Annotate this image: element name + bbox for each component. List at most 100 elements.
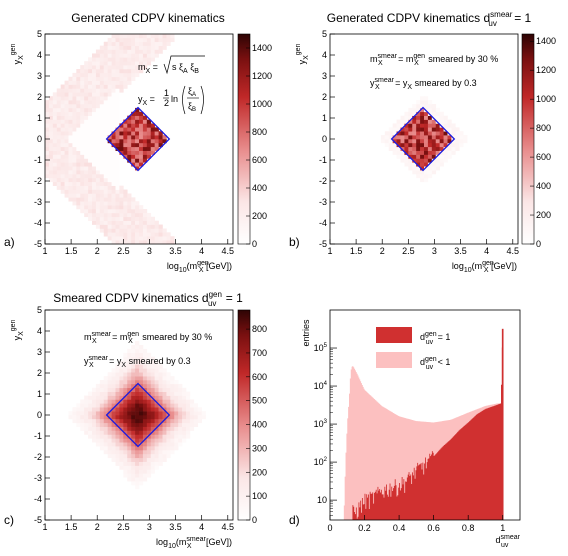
heatmap-cell [392,146,397,151]
heatmap-cell [88,411,93,416]
heatmap-cell [92,100,97,105]
heatmap-cell [88,135,93,140]
heatmap-cell [84,135,89,140]
panel-b-ann-rapidity: ysmear X = yX smeared by 0.3 [370,77,477,91]
heatmap-cell [154,411,159,416]
heatmap-cell [170,383,175,389]
heatmap-cell [107,107,112,113]
heatmap-cell [424,174,429,179]
heatmap-cell [115,438,120,443]
heatmap-cell [95,220,101,225]
y-tick-label: 2 [322,92,327,102]
heatmap-cell [123,135,128,140]
heatmap-cell [139,69,144,74]
heatmap-cell [56,170,61,175]
panel-c-ann-rapidity: ysmear X = yX smeared by 0.3 [84,355,191,369]
heatmap-cell [84,150,89,155]
heatmap-cell [139,469,144,474]
heatmap-cell [95,415,101,420]
heatmap-cell [72,131,77,136]
heatmap-cell [88,111,93,116]
heatmap-cell [111,426,116,431]
heatmap-cell [142,150,148,155]
heatmap-cell [146,418,152,424]
heatmap-cell [72,189,77,194]
heatmap-cell [427,107,433,113]
heatmap-cell [146,216,152,221]
heatmap-cell [424,162,429,167]
colorbar-tick-label: 200 [536,210,551,220]
heatmap-cell [111,57,116,62]
heatmap-cell [103,418,108,424]
heatmap-cell [95,72,101,78]
heatmap-cell [95,107,101,113]
heatmap-cell [412,146,417,151]
heatmap-cell [388,139,393,144]
heatmap-cell [142,368,148,373]
heatmap-cell [455,135,460,140]
heatmap-cell [56,150,61,155]
heatmap-cell [115,383,120,389]
heatmap-cell [447,127,452,132]
heatmap-cell [174,403,179,408]
heatmap-cell [201,411,206,416]
heatmap-cell [119,442,124,447]
heatmap-cell [84,69,89,74]
heatmap-cell [146,403,152,408]
heatmap-cell [189,411,195,416]
heatmap-cell [142,352,148,357]
colorbar-tick-label: 1400 [252,43,272,53]
heatmap-cell [427,131,433,136]
heatmap-cell [412,150,417,155]
heatmap-cell [45,100,50,105]
y-tick-label: 102 [314,457,328,467]
colorbar-tick-label: 400 [536,181,551,191]
heatmap-cell [92,139,97,144]
colorbar-tick-label: 0 [252,515,257,525]
heatmap-cell [107,383,112,389]
heatmap-cell [88,201,93,206]
heatmap-cell [64,115,69,120]
heatmap-cell [127,376,132,381]
heatmap-cell [127,442,132,447]
heatmap-cell [88,96,93,101]
heatmap-cell [119,45,124,50]
heatmap-cell [56,181,61,186]
heatmap-cell [150,34,155,39]
panel-d-legend: dgen uv = 1 dgen uv < 1 [376,327,450,371]
heatmap-cell [131,146,136,151]
heatmap-cell [162,411,167,416]
heatmap-cell [68,185,73,190]
heatmap-cell [139,216,144,221]
heatmap-cell [158,224,163,229]
heatmap-cell [139,162,144,167]
heatmap-cell [80,131,85,136]
heatmap-cell [162,232,167,237]
colorbar-tick-label: 800 [536,123,551,133]
heatmap-cell [127,469,132,474]
heatmap-cell [115,422,120,427]
y-tick-label: -1 [319,155,327,165]
heatmap-cell [146,352,152,357]
heatmap-cell [166,453,171,459]
heatmap-cell [139,477,144,482]
heatmap-cell [64,177,69,183]
heatmap-cell [60,92,65,97]
y-tick-label: 0 [37,410,42,420]
heatmap-cell [115,72,120,78]
heatmap-cell [99,434,105,439]
heatmap-cell [103,376,108,381]
heatmap-cell [52,131,58,136]
heatmap-cell [84,76,89,81]
heatmap-cell [150,380,155,385]
heatmap-cell [154,34,159,39]
heatmap-cell [131,197,136,202]
heatmap-cell [131,376,136,381]
heatmap-cell [150,368,155,373]
x-tick-label: 1 [42,522,47,532]
heatmap-cell [127,434,132,439]
heatmap-cell [412,115,417,120]
heatmap-cell [150,45,155,50]
heatmap-cell [392,127,397,132]
heatmap-cell [115,201,120,206]
